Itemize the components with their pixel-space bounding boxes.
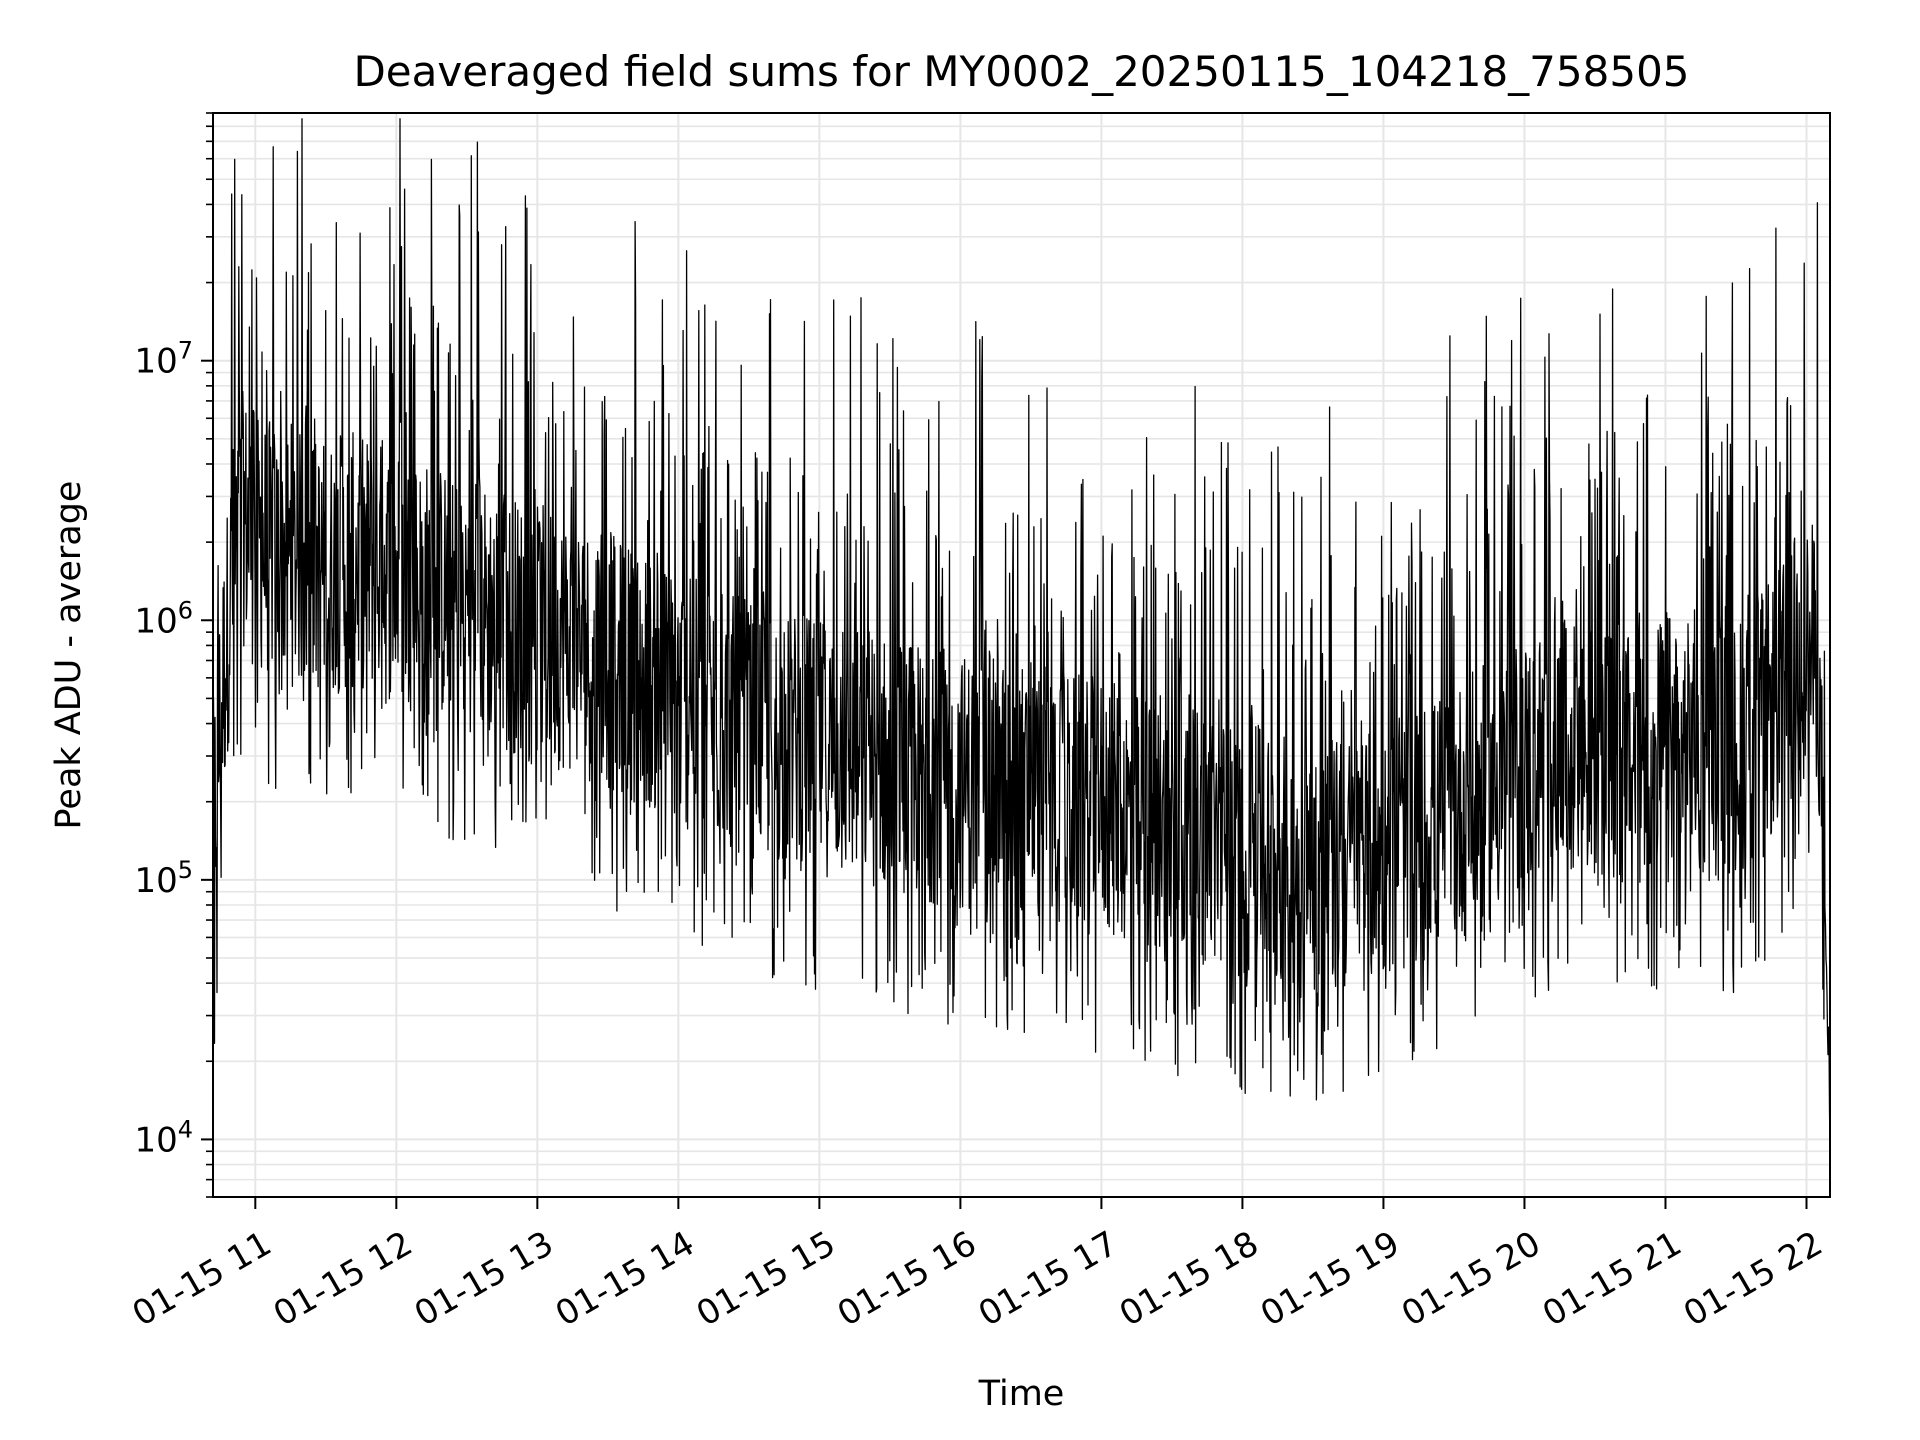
series-line (212, 118, 1831, 1153)
plot-frame (212, 112, 1831, 1198)
y-axis-label: Peak ADU - average (49, 481, 89, 830)
y-tick-label: 106 (134, 596, 193, 641)
y-axis-ticks: 104 105 106 107 (134, 112, 213, 1198)
chart-title: Deaveraged field sums for MY0002_2025011… (353, 47, 1689, 96)
y-tick-label: 105 (134, 856, 193, 901)
y-tick-label: 107 (134, 337, 193, 382)
y-tick-label: 104 (134, 1115, 193, 1160)
series-layer (212, 118, 1831, 1153)
x-axis-label: Time (978, 1374, 1065, 1414)
